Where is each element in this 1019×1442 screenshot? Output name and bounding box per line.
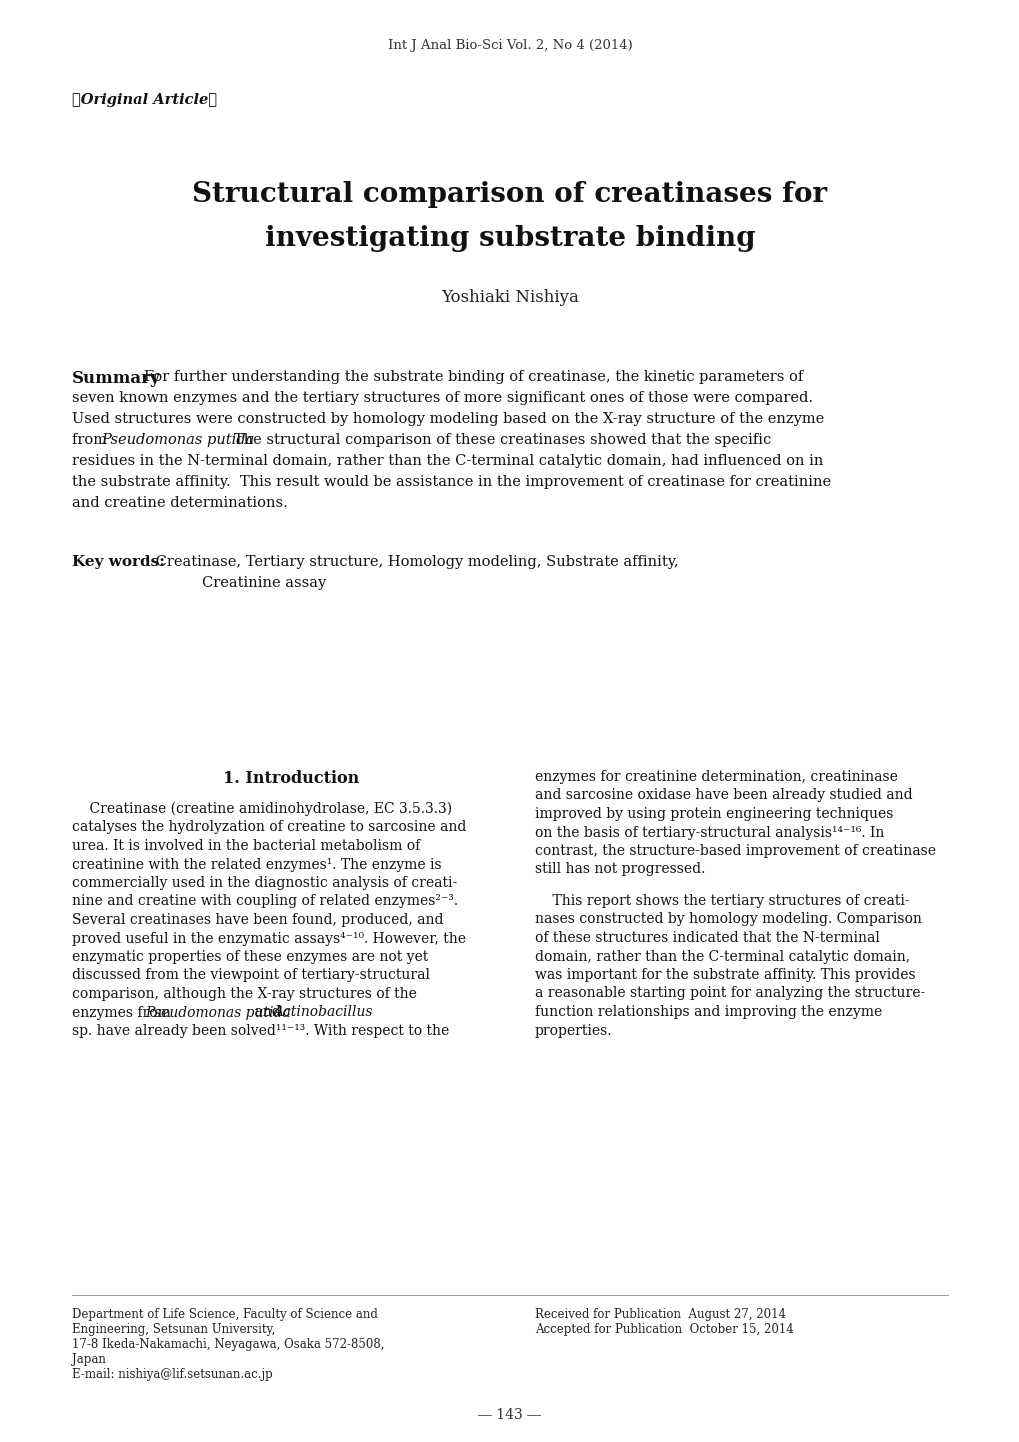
Text: Actinobacillus: Actinobacillus: [273, 1005, 372, 1019]
Text: Creatinase, Tertiary structure, Homology modeling, Substrate affinity,: Creatinase, Tertiary structure, Homology…: [151, 555, 678, 570]
Text: This report shows the tertiary structures of creati-: This report shows the tertiary structure…: [535, 894, 909, 908]
Text: nine and creatine with coupling of related enzymes²⁻³.: nine and creatine with coupling of relat…: [72, 894, 458, 908]
Text: Structural comparison of creatinases for: Structural comparison of creatinases for: [193, 182, 826, 209]
Text: on the basis of tertiary-structural analysis¹⁴⁻¹⁶. In: on the basis of tertiary-structural anal…: [535, 825, 883, 839]
Text: investigating substrate binding: investigating substrate binding: [264, 225, 755, 251]
Text: residues in the N-terminal domain, rather than the C-terminal catalytic domain, : residues in the N-terminal domain, rathe…: [72, 454, 822, 469]
Text: nases constructed by homology modeling. Comparison: nases constructed by homology modeling. …: [535, 913, 921, 927]
Text: and creatine determinations.: and creatine determinations.: [72, 496, 287, 510]
Text: Int J Anal Bio-Sci Vol. 2, No 4 (2014): Int J Anal Bio-Sci Vol. 2, No 4 (2014): [387, 39, 632, 52]
Text: properties.: properties.: [535, 1024, 611, 1037]
Text: of these structures indicated that the N-terminal: of these structures indicated that the N…: [535, 932, 879, 945]
Text: Used structures were constructed by homology modeling based on the X-ray structu: Used structures were constructed by homo…: [72, 412, 823, 425]
Text: enzymatic properties of these enzymes are not yet: enzymatic properties of these enzymes ar…: [72, 950, 428, 965]
Text: improved by using protein engineering techniques: improved by using protein engineering te…: [535, 808, 893, 820]
Text: domain, rather than the C-terminal catalytic domain,: domain, rather than the C-terminal catal…: [535, 949, 909, 963]
Text: Department of Life Science, Faculty of Science and: Department of Life Science, Faculty of S…: [72, 1308, 377, 1321]
Text: For further understanding the substrate binding of creatinase, the kinetic param: For further understanding the substrate …: [144, 371, 803, 384]
Text: .  The structural comparison of these creatinases showed that the specific: . The structural comparison of these cre…: [220, 433, 770, 447]
Text: enzymes for creatinine determination, creatininase: enzymes for creatinine determination, cr…: [535, 770, 897, 784]
Text: catalyses the hydrolyzation of creatine to sarcosine and: catalyses the hydrolyzation of creatine …: [72, 820, 466, 835]
Text: was important for the substrate affinity. This provides: was important for the substrate affinity…: [535, 968, 915, 982]
Text: 〈Original Article〉: 〈Original Article〉: [72, 92, 217, 107]
Text: Pseudomonas putida: Pseudomonas putida: [145, 1005, 290, 1019]
Text: and: and: [250, 1005, 285, 1019]
Text: urea. It is involved in the bacterial metabolism of: urea. It is involved in the bacterial me…: [72, 839, 420, 854]
Text: ― 143 ―: ― 143 ―: [478, 1407, 541, 1422]
Text: and sarcosine oxidase have been already studied and: and sarcosine oxidase have been already …: [535, 789, 912, 803]
Text: a reasonable starting point for analyzing the structure-: a reasonable starting point for analyzin…: [535, 986, 924, 1001]
Text: creatinine with the related enzymes¹. The enzyme is: creatinine with the related enzymes¹. Th…: [72, 858, 441, 871]
Text: 17-8 Ikeda-Nakamachi, Neyagawa, Osaka 572-8508,: 17-8 Ikeda-Nakamachi, Neyagawa, Osaka 57…: [72, 1338, 384, 1351]
Text: from: from: [72, 433, 111, 447]
Text: seven known enzymes and the tertiary structures of more significant ones of thos: seven known enzymes and the tertiary str…: [72, 391, 812, 405]
Text: comparison, although the X-ray structures of the: comparison, although the X-ray structure…: [72, 986, 417, 1001]
Text: Received for Publication  August 27, 2014: Received for Publication August 27, 2014: [535, 1308, 786, 1321]
Text: discussed from the viewpoint of tertiary-structural: discussed from the viewpoint of tertiary…: [72, 969, 430, 982]
Text: Key words:: Key words:: [72, 555, 165, 570]
Text: E-mail: nishiya@lif.setsunan.ac.jp: E-mail: nishiya@lif.setsunan.ac.jp: [72, 1368, 272, 1381]
Text: Creatinase (creatine amidinohydrolase, EC 3.5.3.3): Creatinase (creatine amidinohydrolase, E…: [72, 802, 451, 816]
Text: contrast, the structure-based improvement of creatinase: contrast, the structure-based improvemen…: [535, 844, 935, 858]
Text: sp. have already been solved¹¹⁻¹³. With respect to the: sp. have already been solved¹¹⁻¹³. With …: [72, 1024, 448, 1038]
Text: Engineering, Setsunan University,: Engineering, Setsunan University,: [72, 1322, 275, 1335]
Text: Summary: Summary: [72, 371, 160, 386]
Text: proved useful in the enzymatic assays⁴⁻¹⁰. However, the: proved useful in the enzymatic assays⁴⁻¹…: [72, 932, 466, 946]
Text: still has not progressed.: still has not progressed.: [535, 862, 705, 877]
Text: enzymes from: enzymes from: [72, 1005, 175, 1019]
Text: Japan: Japan: [72, 1353, 106, 1366]
Text: the substrate affinity.  This result would be assistance in the improvement of c: the substrate affinity. This result woul…: [72, 474, 830, 489]
Text: Pseudomonas putida: Pseudomonas putida: [101, 433, 254, 447]
Text: function relationships and improving the enzyme: function relationships and improving the…: [535, 1005, 881, 1019]
Text: Creatinine assay: Creatinine assay: [202, 575, 326, 590]
Text: Yoshiaki Nishiya: Yoshiaki Nishiya: [440, 290, 579, 307]
Text: commercially used in the diagnostic analysis of creati-: commercially used in the diagnostic anal…: [72, 875, 457, 890]
Text: Accepted for Publication  October 15, 2014: Accepted for Publication October 15, 201…: [535, 1322, 793, 1335]
Text: 1. Introduction: 1. Introduction: [223, 770, 359, 787]
Text: Several creatinases have been found, produced, and: Several creatinases have been found, pro…: [72, 913, 443, 927]
